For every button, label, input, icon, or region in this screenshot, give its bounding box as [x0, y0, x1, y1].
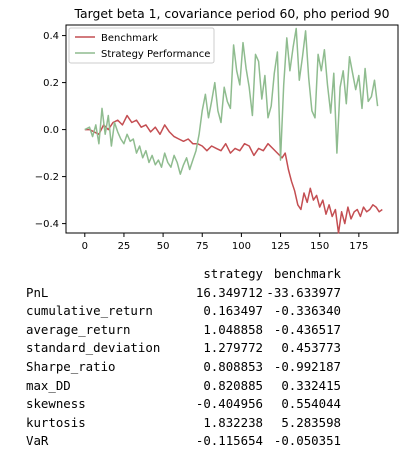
x-tick-label: 75	[196, 241, 209, 252]
stats-benchmark-value: 5.283598	[281, 414, 341, 430]
stats-header-strategy: strategy	[203, 266, 263, 281]
x-tick-label: 125	[271, 241, 290, 252]
stats-row: average_return 1.048858 -0.436517	[26, 321, 341, 340]
x-tick-label: 50	[157, 241, 170, 252]
stats-benchmark-value: -0.336340	[273, 303, 341, 319]
stats-row-label: skewness	[26, 396, 86, 412]
y-tick-label: 0.2	[43, 78, 59, 89]
legend: Benchmark Strategy Performance	[68, 27, 215, 64]
stats-row: standard_deviation 1.279772 0.453773	[26, 339, 341, 358]
stats-strategy-value: 0.163497	[203, 303, 263, 319]
stats-row-label: max_DD	[26, 377, 71, 393]
stats-benchmark-value: 0.332415	[281, 377, 341, 393]
stats-row-label: average_return	[26, 321, 131, 337]
stats-row-label: VaR	[26, 433, 49, 449]
stats-row-label: cumulative_return	[26, 303, 153, 319]
stats-row: max_DD 0.820885 0.332415	[26, 377, 341, 396]
stats-row: Sharpe_ratio 0.808853 -0.992187	[26, 358, 341, 377]
stats-strategy-value: 16.349712	[195, 284, 263, 300]
stats-row: kurtosis 1.832238 5.283598	[26, 414, 341, 433]
plot-area-frame	[65, 24, 399, 234]
line-chart: Target beta 1, covariance period 60, pho…	[35, 6, 399, 252]
stats-row-label: kurtosis	[26, 414, 86, 430]
y-tick-label: −0.2	[35, 172, 59, 183]
stats-strategy-value: 1.279772	[203, 340, 263, 356]
chart-title: Target beta 1, covariance period 60, pho…	[73, 6, 389, 21]
stats-row-label: PnL	[26, 284, 49, 300]
stats-benchmark-value: -0.050351	[273, 433, 341, 449]
legend-strategy-label: Strategy Performance	[101, 49, 210, 60]
stats-rows: PnL 16.349712 -33.633977 cumulative_return 0…	[26, 284, 341, 451]
x-tick-label: 175	[349, 241, 368, 252]
stats-strategy-value: -0.404956	[195, 396, 263, 412]
stats-benchmark-value: 0.554044	[281, 396, 341, 412]
stats-header-row: strategy benchmark	[26, 265, 341, 284]
stats-row: PnL 16.349712 -33.633977	[26, 284, 341, 303]
x-tick-label: 100	[232, 241, 251, 252]
y-tick-label: −0.4	[35, 219, 59, 230]
y-tick-label: 0.0	[43, 125, 59, 136]
stats-strategy-value: 1.048858	[203, 321, 263, 337]
legend-benchmark-label: Benchmark	[101, 33, 158, 44]
stats-strategy-value: 0.820885	[203, 377, 263, 393]
x-tick-label: 150	[310, 241, 329, 252]
strategy-series-line	[84, 27, 379, 175]
series-lines	[84, 27, 383, 234]
axis-ticks: 0 25 50 75 100 125 150 175 −0.4 −0.2 0.0 0.2 0.4	[35, 31, 369, 252]
stats-table: strategy benchmark PnL 16.349712 -33.63397…	[26, 265, 341, 451]
stats-row: VaR -0.115654 -0.050351	[26, 432, 341, 451]
stats-row-label: Sharpe_ratio	[26, 358, 116, 374]
stats-row: cumulative_return 0.163497 -0.336340	[26, 302, 341, 321]
benchmark-series-line	[84, 114, 383, 234]
stats-strategy-value: -0.115654	[195, 433, 263, 449]
legend-box	[68, 27, 215, 64]
stats-benchmark-value: 0.453773	[281, 340, 341, 356]
x-tick-label: 25	[118, 241, 131, 252]
stats-row: skewness -0.404956 0.554044	[26, 395, 341, 414]
stats-strategy-value: 0.808853	[203, 358, 263, 374]
stats-strategy-value: 1.832238	[203, 414, 263, 430]
stats-header-benchmark: benchmark	[273, 266, 341, 281]
stats-benchmark-value: -0.436517	[273, 321, 341, 337]
y-tick-label: 0.4	[43, 31, 59, 42]
stats-row-label: standard_deviation	[26, 340, 161, 356]
stats-benchmark-value: -33.633977	[266, 284, 341, 300]
stats-benchmark-value: -0.992187	[273, 358, 341, 374]
x-tick-label: 0	[82, 241, 88, 252]
